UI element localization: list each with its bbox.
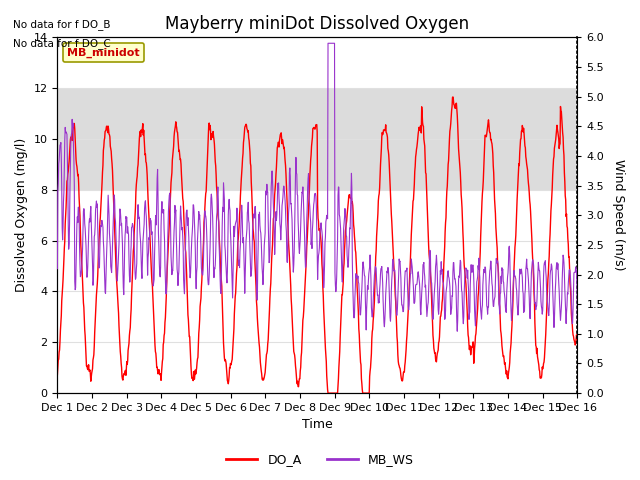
X-axis label: Time: Time [302, 419, 333, 432]
Text: No data for f DO_C: No data for f DO_C [13, 38, 111, 49]
Y-axis label: Wind Speed (m/s): Wind Speed (m/s) [612, 159, 625, 271]
Text: No data for f DO_B: No data for f DO_B [13, 19, 110, 30]
Legend: MB_minidot: MB_minidot [63, 43, 145, 62]
Y-axis label: Dissolved Oxygen (mg/l): Dissolved Oxygen (mg/l) [15, 138, 28, 292]
Legend: DO_A, MB_WS: DO_A, MB_WS [221, 448, 419, 471]
Bar [58, 88, 577, 190]
Title: Mayberry miniDot Dissolved Oxygen: Mayberry miniDot Dissolved Oxygen [165, 15, 470, 33]
